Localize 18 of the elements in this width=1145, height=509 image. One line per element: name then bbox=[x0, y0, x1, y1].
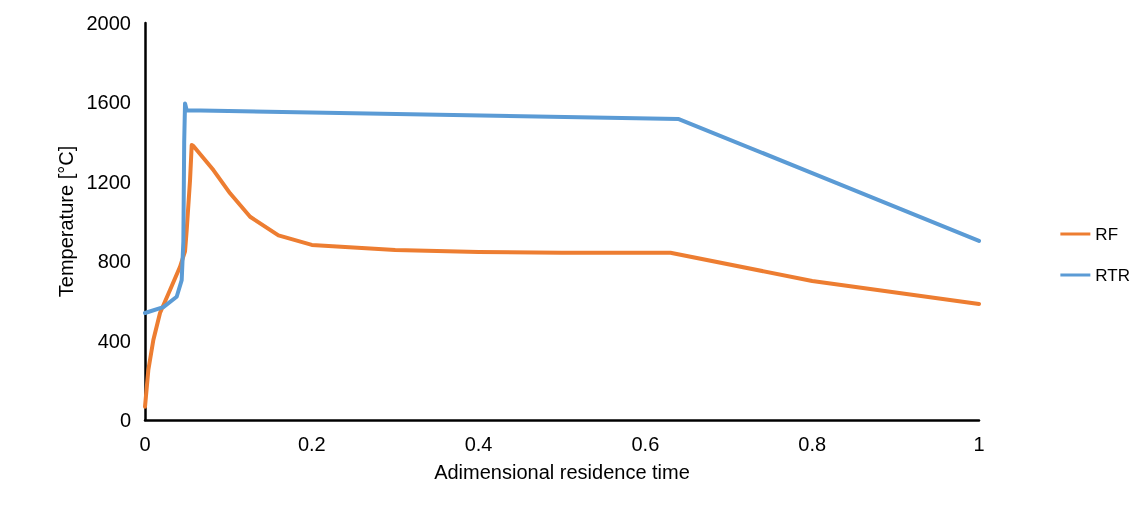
legend-label: RTR bbox=[1095, 265, 1131, 285]
y-tick-label: 400 bbox=[97, 329, 131, 352]
x-axis-title: Adimensional residence time bbox=[434, 461, 690, 483]
legend-label: RF bbox=[1095, 224, 1119, 244]
line-series bbox=[143, 143, 981, 409]
y-tick-label: 1200 bbox=[86, 170, 131, 193]
y-tick-label: 800 bbox=[97, 250, 131, 273]
line-series bbox=[143, 101, 981, 316]
x-tick-label: 0 bbox=[139, 433, 151, 455]
y-tick-label: 1600 bbox=[86, 91, 131, 114]
y-tick-label: 0 bbox=[119, 409, 131, 431]
x-tick-label: 0.2 bbox=[297, 433, 326, 455]
x-tick-label: 0.6 bbox=[631, 433, 660, 455]
x-tick-label: 1 bbox=[973, 433, 985, 455]
y-tick-label: 2000 bbox=[86, 12, 131, 34]
y-axis-title: Temperature [°C] bbox=[54, 145, 77, 298]
x-tick-label: 0.4 bbox=[464, 433, 493, 455]
x-tick-label: 0.8 bbox=[798, 433, 827, 455]
